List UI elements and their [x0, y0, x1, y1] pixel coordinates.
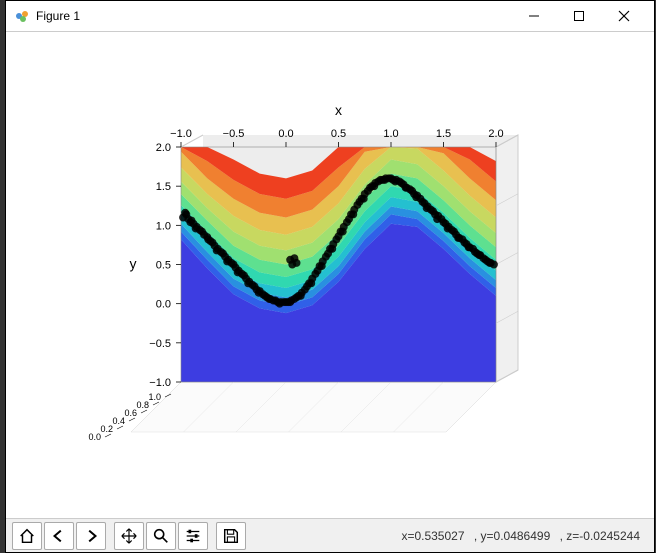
- configure-button[interactable]: [178, 522, 208, 550]
- svg-text:0.5: 0.5: [156, 260, 171, 272]
- save-button[interactable]: [216, 522, 246, 550]
- svg-text:1.0: 1.0: [383, 128, 398, 140]
- maximize-button[interactable]: [556, 1, 601, 31]
- svg-text:y: y: [130, 256, 137, 272]
- figure-window: Figure 1 −1.0 −0.5 0.0 0.5 1.0 1.5 2.0 x −1.0 −0.…: [5, 0, 655, 553]
- svg-text:1.0: 1.0: [156, 220, 171, 232]
- toolbar: x=0.535027 , y=0.0486499 , z=-0.0245244: [6, 518, 654, 552]
- plot-canvas[interactable]: −1.0 −0.5 0.0 0.5 1.0 1.5 2.0 x −1.0 −0.5 0.0 0.5 1.…: [6, 32, 654, 518]
- svg-text:0.5: 0.5: [331, 128, 346, 140]
- svg-text:0.0: 0.0: [88, 432, 101, 442]
- status-z: , z=-0.0245244: [560, 529, 640, 543]
- status-x: x=0.535027: [401, 529, 464, 543]
- svg-text:1.0: 1.0: [148, 392, 161, 402]
- app-icon: [14, 8, 30, 24]
- plot-svg: −1.0 −0.5 0.0 0.5 1.0 1.5 2.0 x −1.0 −0.5 0.0 0.5 1.…: [6, 32, 654, 518]
- zoom-button[interactable]: [146, 522, 176, 550]
- svg-text:2.0: 2.0: [156, 142, 171, 154]
- svg-text:−1.0: −1.0: [149, 377, 171, 389]
- svg-text:−0.5: −0.5: [149, 338, 171, 350]
- svg-text:0.8: 0.8: [136, 400, 149, 410]
- svg-text:2.0: 2.0: [488, 128, 503, 140]
- forward-button[interactable]: [76, 522, 106, 550]
- svg-text:0.4: 0.4: [112, 416, 125, 426]
- home-button[interactable]: [12, 522, 42, 550]
- close-button[interactable]: [601, 1, 646, 31]
- svg-text:1.5: 1.5: [156, 181, 171, 193]
- svg-text:−1.0: −1.0: [170, 128, 192, 140]
- status-y: , y=0.0486499: [474, 529, 550, 543]
- svg-text:1.5: 1.5: [436, 128, 451, 140]
- back-button[interactable]: [44, 522, 74, 550]
- svg-text:x: x: [335, 102, 342, 118]
- titlebar: Figure 1: [6, 1, 654, 32]
- svg-text:0.0: 0.0: [156, 299, 171, 311]
- pan-button[interactable]: [114, 522, 144, 550]
- minimize-button[interactable]: [511, 1, 556, 31]
- window-title: Figure 1: [36, 9, 80, 23]
- status-bar: x=0.535027 , y=0.0486499 , z=-0.0245244: [395, 529, 648, 543]
- svg-text:0.0: 0.0: [278, 128, 293, 140]
- svg-text:0.6: 0.6: [124, 408, 137, 418]
- svg-text:−0.5: −0.5: [223, 128, 245, 140]
- svg-text:0.2: 0.2: [100, 424, 113, 434]
